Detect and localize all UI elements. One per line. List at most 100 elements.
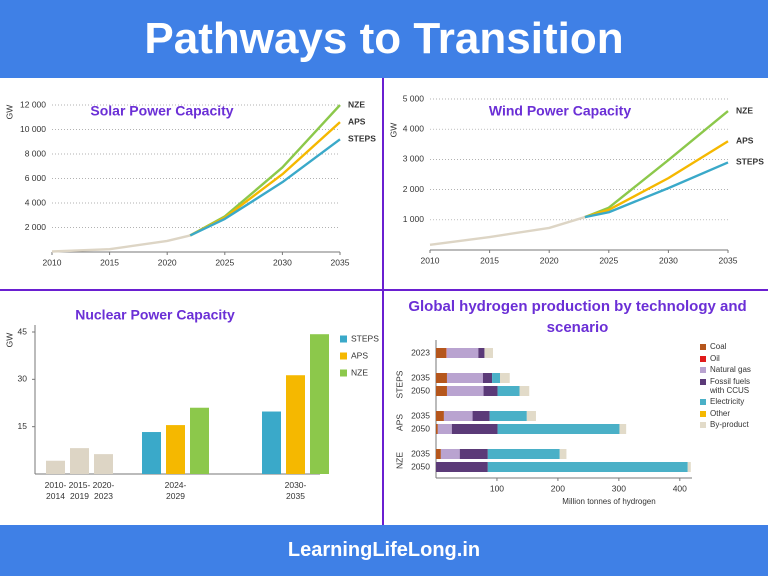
bar-segment <box>436 424 438 434</box>
bar-segment <box>482 373 493 383</box>
line <box>584 110 729 219</box>
bar-segment <box>436 373 447 383</box>
y-tick-label: 2035 <box>411 448 430 458</box>
y-tick-label: 30 <box>18 374 28 384</box>
y-tick-label: 2023 <box>411 347 430 357</box>
bar-segment <box>446 373 483 383</box>
legend-swatch <box>700 367 706 373</box>
x-tick-label: 100 <box>490 483 504 493</box>
bar-segment <box>446 348 479 358</box>
group-label: STEPS <box>394 370 404 398</box>
bar-segment <box>500 373 510 383</box>
group-label: APS <box>394 414 404 431</box>
y-tick-label: 4 000 <box>403 123 425 133</box>
bar <box>166 425 185 474</box>
x-tick-label: 2020 <box>540 255 559 265</box>
chart-title: Solar Power Capacity <box>90 103 233 119</box>
x-tick-label: 2030-2035 <box>284 480 307 501</box>
y-tick-label: 2050 <box>411 385 430 395</box>
x-tick-label: 400 <box>673 483 687 493</box>
x-tick-label: 2020 <box>158 257 177 267</box>
bar-segment <box>436 386 447 396</box>
bar-segment <box>519 386 530 396</box>
y-tick-label: 4 000 <box>25 197 47 207</box>
y-tick-label: 2 000 <box>403 184 425 194</box>
bar-segment <box>478 348 485 358</box>
legend-entry: By-product <box>700 420 762 429</box>
legend-label: Fossil fuels with CCUS <box>710 376 751 395</box>
y-tick-label: 2 000 <box>25 222 47 232</box>
series-label: NZE <box>736 105 753 115</box>
bar <box>142 432 161 474</box>
bar-segment <box>472 411 490 421</box>
series-label: STEPS <box>348 134 376 144</box>
legend-label: Electricity <box>710 397 745 406</box>
bar <box>190 407 209 474</box>
group-label: NZE <box>394 452 404 469</box>
bar <box>46 460 65 474</box>
header: Pathways to Transition <box>0 0 768 78</box>
bar-segment <box>497 424 620 434</box>
legend-swatch <box>700 422 706 428</box>
bar-segment <box>436 348 447 358</box>
bar-segment <box>492 373 500 383</box>
bar-segment <box>436 462 488 472</box>
bar-segment <box>526 411 536 421</box>
x-tick-label: 2010 <box>43 257 62 267</box>
x-tick-label: 2010-2014 <box>44 480 67 501</box>
y-tick-label: 5 000 <box>403 93 425 103</box>
bar-segment <box>487 462 688 472</box>
legend-swatch <box>700 410 706 417</box>
bar-segment <box>483 386 498 396</box>
bar-segment <box>446 386 484 396</box>
bar-segment <box>440 449 460 459</box>
line <box>189 104 341 237</box>
legend-label: NZE <box>351 367 368 377</box>
legend-swatch <box>700 344 706 350</box>
legend-entry: Natural gas <box>700 365 762 374</box>
line <box>584 161 729 219</box>
y-axis-label: GW <box>388 123 398 138</box>
legend-entry: Electricity <box>700 397 762 406</box>
legend-label: Coal <box>710 342 727 351</box>
legend-entry: Other <box>700 409 762 418</box>
legend-entry: Oil <box>700 354 762 363</box>
legend-label: By-product <box>710 420 749 429</box>
y-tick-label: 15 <box>18 421 28 431</box>
series-label: APS <box>348 116 366 126</box>
bar-segment <box>487 449 560 459</box>
x-tick-label: 200 <box>551 483 565 493</box>
x-tick-label: 300 <box>612 483 626 493</box>
series-label: APS <box>736 136 754 146</box>
y-tick-label: 2050 <box>411 461 430 471</box>
y-tick-label: 1 000 <box>403 214 425 224</box>
x-tick-label: 2024-2029 <box>164 480 187 501</box>
bar <box>94 454 113 474</box>
legend-swatch <box>700 378 706 385</box>
bar-segment <box>484 348 493 358</box>
x-tick-label: 2015 <box>480 255 499 265</box>
y-axis-label: GW <box>4 105 14 120</box>
footer: LearningLifeLong.in <box>0 525 768 576</box>
bar-segment <box>687 462 691 472</box>
x-tick-label: 2025 <box>599 255 618 265</box>
bar-segment <box>497 386 520 396</box>
line <box>51 234 191 253</box>
legend-swatch <box>700 399 706 405</box>
line <box>584 140 729 219</box>
y-axis-label: GW <box>4 333 14 348</box>
y-tick-label: 2035 <box>411 410 430 420</box>
chart-title: Wind Power Capacity <box>489 103 631 119</box>
chart-title: Nuclear Power Capacity <box>75 307 235 323</box>
x-tick-label: 2010 <box>421 255 440 265</box>
series-label: STEPS <box>736 157 764 167</box>
bar-segment <box>451 424 498 434</box>
legend-entry: Coal <box>700 342 762 351</box>
bar-segment <box>559 449 567 459</box>
y-tick-label: 3 000 <box>403 154 425 164</box>
bar <box>310 334 329 474</box>
bar <box>286 375 305 474</box>
series-label: NZE <box>348 99 365 109</box>
